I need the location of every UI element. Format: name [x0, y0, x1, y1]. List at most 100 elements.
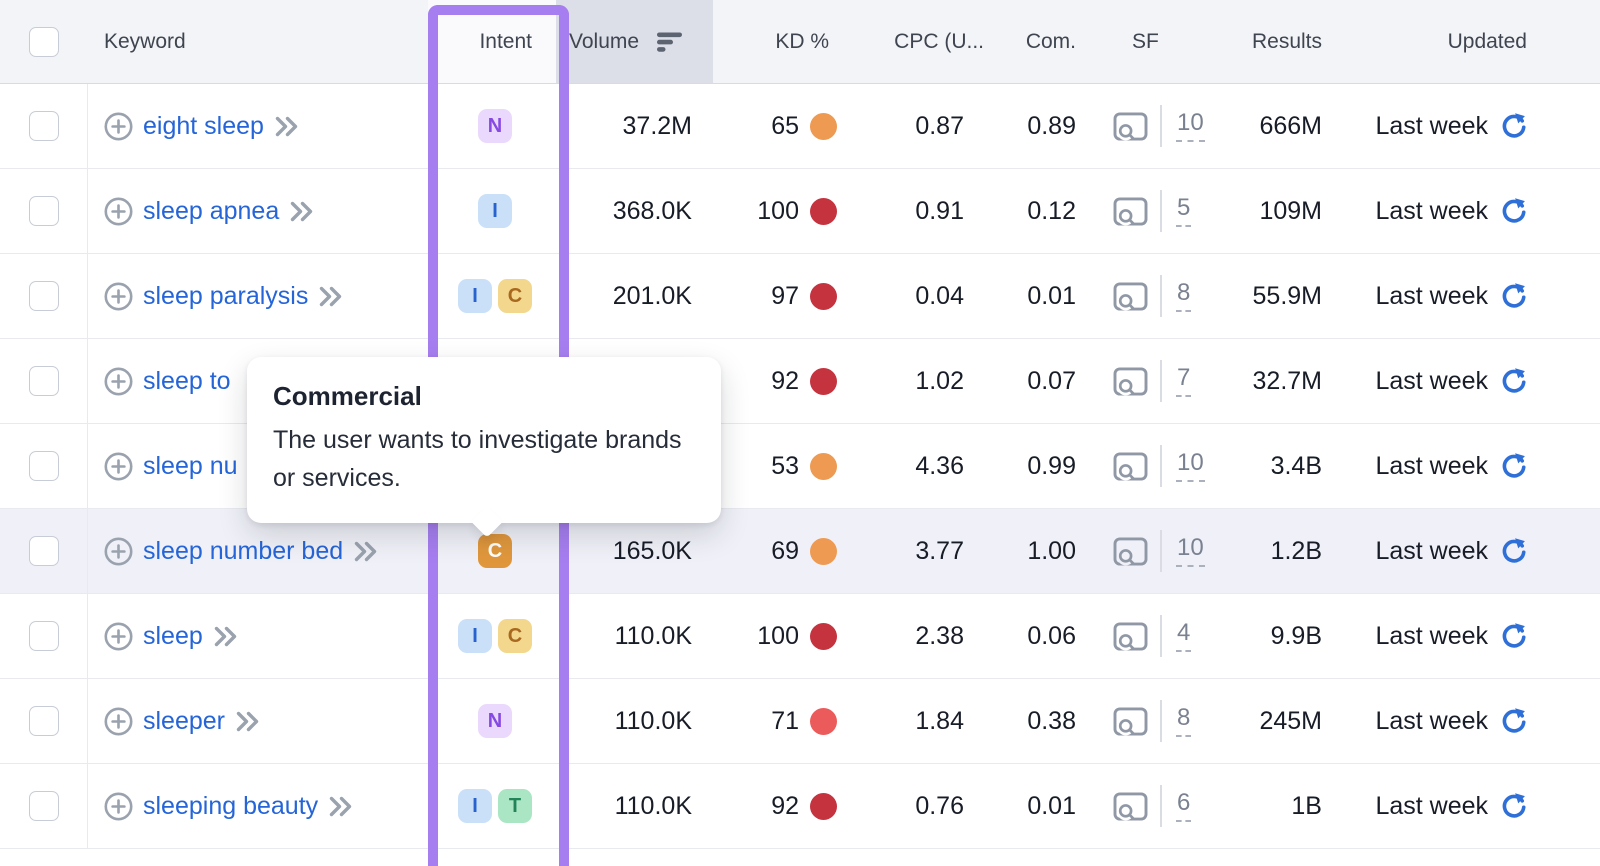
- sf-divider: [1160, 615, 1162, 657]
- checkbox-cell: [0, 594, 88, 678]
- sf-count[interactable]: 10: [1176, 110, 1205, 143]
- intent-badge-I[interactable]: I: [458, 789, 492, 823]
- sf-count[interactable]: 7: [1176, 365, 1192, 398]
- add-circle-icon[interactable]: [104, 707, 133, 736]
- intent-badge-T[interactable]: T: [498, 789, 532, 823]
- intent-badge-I[interactable]: I: [478, 194, 512, 228]
- keyword-link[interactable]: sleep apnea: [143, 196, 280, 225]
- double-chevron-right-icon[interactable]: [213, 625, 239, 648]
- keyword-link[interactable]: sleeper: [143, 706, 225, 735]
- serp-features-search-icon[interactable]: [1113, 791, 1148, 822]
- add-circle-icon[interactable]: [104, 367, 133, 396]
- intent-badge-C[interactable]: C: [498, 619, 532, 653]
- refresh-icon[interactable]: [1499, 707, 1527, 735]
- double-chevron-right-icon[interactable]: [235, 710, 261, 733]
- keyword-link[interactable]: sleep to: [143, 366, 231, 395]
- keyword-link[interactable]: sleep paralysis: [143, 281, 309, 310]
- sf-count[interactable]: 10: [1176, 450, 1205, 483]
- kd-cell: 97: [713, 254, 853, 338]
- double-chevron-right-icon[interactable]: [289, 200, 315, 223]
- table-row: sleeper N 110.0K 71 1.84 0.38: [0, 679, 1600, 764]
- sort-descending-icon: [656, 31, 684, 53]
- intent-badge-N[interactable]: N: [478, 704, 512, 738]
- updated-value: Last week: [1375, 366, 1488, 395]
- serp-features-search-icon[interactable]: [1113, 366, 1148, 397]
- add-circle-icon[interactable]: [104, 622, 133, 651]
- cpc-value: 0.91: [915, 196, 964, 225]
- keyword-link[interactable]: sleep number bed: [143, 536, 344, 565]
- refresh-icon[interactable]: [1499, 112, 1527, 140]
- row-checkbox[interactable]: [28, 621, 59, 651]
- column-header-keyword[interactable]: Keyword: [104, 29, 186, 53]
- refresh-icon[interactable]: [1499, 792, 1527, 820]
- serp-features-search-icon[interactable]: [1113, 536, 1148, 567]
- add-circle-icon[interactable]: [104, 537, 133, 566]
- row-checkbox[interactable]: [28, 791, 59, 821]
- sf-count[interactable]: 5: [1176, 195, 1192, 228]
- intent-badge-I[interactable]: I: [458, 619, 492, 653]
- add-circle-icon[interactable]: [104, 197, 133, 226]
- column-header-com[interactable]: Com.: [1025, 29, 1076, 53]
- volume-value: 110.0K: [614, 706, 692, 735]
- sf-count[interactable]: 8: [1176, 280, 1192, 313]
- kd-difficulty-dot: [810, 622, 837, 650]
- intent-badge-I[interactable]: I: [458, 279, 492, 313]
- column-header-sf[interactable]: SF: [1132, 29, 1159, 53]
- refresh-icon[interactable]: [1499, 452, 1527, 480]
- row-checkbox[interactable]: [28, 366, 59, 396]
- row-checkbox[interactable]: [28, 111, 59, 141]
- double-chevron-right-icon[interactable]: [328, 795, 354, 818]
- add-circle-icon[interactable]: [104, 282, 133, 311]
- tooltip-body: The user wants to investigate brands or …: [273, 426, 682, 492]
- serp-features-search-icon[interactable]: [1113, 196, 1148, 227]
- intent-badge-N[interactable]: N: [478, 109, 512, 143]
- serp-features-search-icon[interactable]: [1113, 451, 1148, 482]
- kd-difficulty-dot: [810, 707, 837, 735]
- sf-divider: [1160, 530, 1162, 572]
- keyword-link[interactable]: eight sleep: [143, 111, 264, 140]
- keyword-cell: sleep number bed: [88, 509, 428, 593]
- serp-features-search-icon[interactable]: [1113, 706, 1148, 737]
- keyword-link[interactable]: sleep nu: [143, 451, 238, 480]
- row-checkbox[interactable]: [28, 451, 59, 481]
- intent-badge-C[interactable]: C: [478, 534, 512, 568]
- add-circle-icon[interactable]: [104, 792, 133, 821]
- row-checkbox[interactable]: [28, 281, 59, 311]
- column-header-intent[interactable]: Intent: [428, 0, 556, 83]
- column-header-kd[interactable]: KD %: [775, 29, 829, 53]
- keyword-cell: sleeper: [88, 679, 428, 763]
- serp-features-search-icon[interactable]: [1113, 281, 1148, 312]
- refresh-icon[interactable]: [1499, 537, 1527, 565]
- double-chevron-right-icon[interactable]: [274, 115, 300, 138]
- intent-badge-C[interactable]: C: [498, 279, 532, 313]
- com-value: 0.12: [1027, 196, 1076, 225]
- keyword-link[interactable]: sleep: [143, 621, 203, 650]
- serp-features-search-icon[interactable]: [1113, 621, 1148, 652]
- add-circle-icon[interactable]: [104, 452, 133, 481]
- column-header-cpc[interactable]: CPC (U...: [894, 29, 984, 53]
- row-checkbox[interactable]: [28, 196, 59, 226]
- double-chevron-right-icon[interactable]: [318, 285, 344, 308]
- double-chevron-right-icon[interactable]: [353, 540, 379, 563]
- refresh-icon[interactable]: [1499, 197, 1527, 225]
- keyword-link[interactable]: sleeping beauty: [143, 791, 319, 820]
- column-header-volume[interactable]: Volume: [556, 0, 713, 83]
- updated-cell: Last week: [1362, 679, 1600, 763]
- add-circle-icon[interactable]: [104, 112, 133, 141]
- column-header-results[interactable]: Results: [1251, 29, 1322, 53]
- sf-count[interactable]: 6: [1176, 790, 1192, 823]
- serp-features-search-icon[interactable]: [1113, 111, 1148, 142]
- select-all-checkbox[interactable]: [29, 26, 59, 57]
- row-checkbox[interactable]: [28, 536, 59, 566]
- column-header-updated[interactable]: Updated: [1447, 29, 1527, 53]
- cpc-value: 4.36: [915, 451, 964, 480]
- row-checkbox[interactable]: [28, 706, 59, 736]
- sf-count[interactable]: 8: [1176, 705, 1192, 738]
- sf-count[interactable]: 4: [1176, 620, 1192, 653]
- refresh-icon[interactable]: [1499, 282, 1527, 310]
- keyword-cell: sleep: [88, 594, 428, 678]
- refresh-icon[interactable]: [1499, 367, 1527, 395]
- refresh-icon[interactable]: [1499, 622, 1527, 650]
- sf-count[interactable]: 10: [1176, 535, 1205, 568]
